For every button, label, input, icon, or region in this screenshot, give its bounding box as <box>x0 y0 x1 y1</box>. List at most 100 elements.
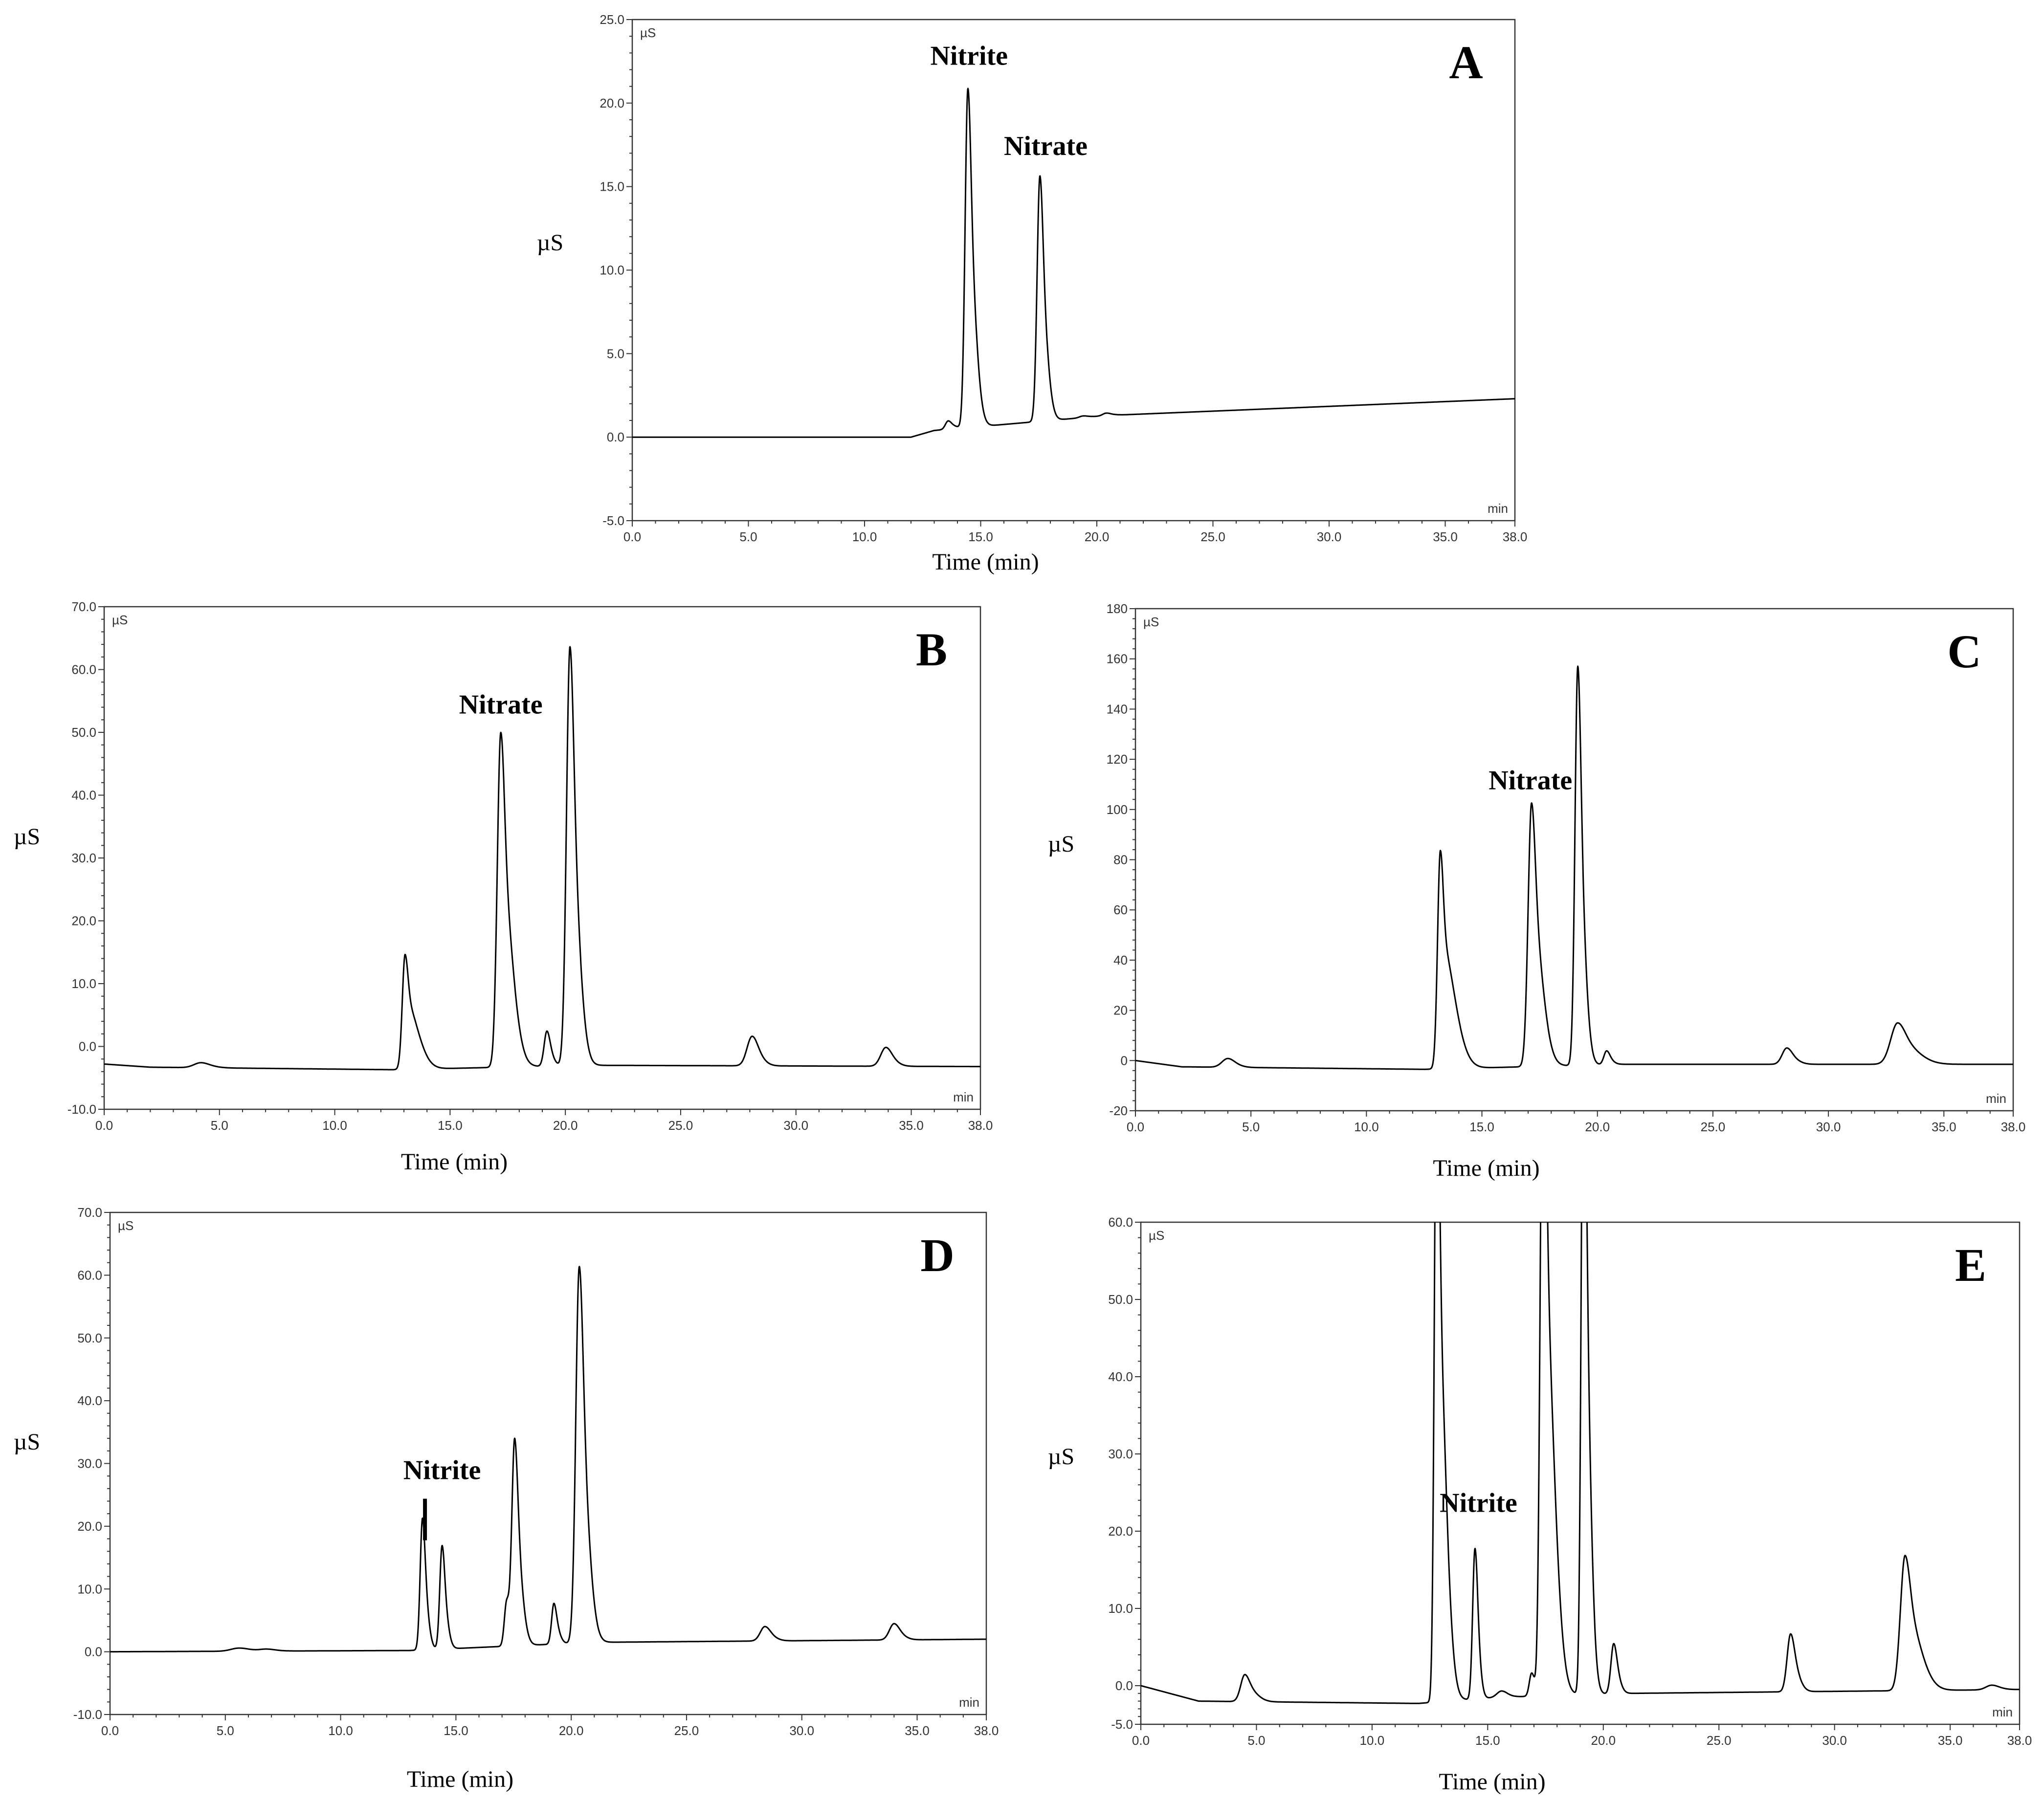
x-axis-label: Time (min) <box>401 1149 508 1175</box>
y-tick-label: 40.0 <box>1108 1369 1133 1384</box>
y-tick-label: 20.0 <box>1108 1524 1133 1539</box>
y-unit-tag: µS <box>640 25 656 40</box>
x-tick-label: 5.0 <box>211 1118 228 1133</box>
y-tick-label: 100 <box>1107 802 1128 817</box>
x-tick-label: 5.0 <box>1242 1120 1260 1134</box>
y-axis-label: µS <box>1048 1444 1074 1470</box>
y-tick-label: 10.0 <box>77 1582 102 1596</box>
x-tick-label: 15.0 <box>1475 1733 1500 1748</box>
y-tick-label: 20.0 <box>71 914 96 928</box>
panel-letter: B <box>916 623 947 676</box>
x-tick-label: 25.0 <box>1200 529 1225 544</box>
y-tick-label: 60 <box>1113 902 1128 917</box>
y-axis-label: µS <box>537 230 563 256</box>
x-axis-label: Time (min) <box>932 549 1039 575</box>
x-tick-label: 15.0 <box>438 1118 463 1133</box>
y-unit-tag: µS <box>112 613 128 627</box>
chromatogram-trace <box>110 1266 986 1653</box>
peak-label-nitrate: Nitrate <box>459 689 543 720</box>
x-tick-label: 0.0 <box>1132 1733 1150 1748</box>
y-tick-label: 50.0 <box>77 1331 102 1345</box>
x-tick-label: 5.0 <box>1247 1733 1265 1748</box>
x-tick-label: 38.0 <box>968 1118 993 1133</box>
chromatogram-trace <box>1135 665 2013 1070</box>
x-tick-label: 25.0 <box>1707 1733 1732 1748</box>
y-tick-label: 60.0 <box>77 1268 102 1282</box>
x-tick-label: 0.0 <box>1127 1120 1144 1134</box>
x-unit-tag: min <box>1986 1091 2006 1106</box>
x-tick-label: 20.0 <box>553 1118 578 1133</box>
panel-letter: E <box>1955 1239 1986 1291</box>
y-tick-label: 15.0 <box>600 179 624 194</box>
y-tick-label: -5.0 <box>1111 1717 1133 1732</box>
y-tick-label: 0.0 <box>607 430 624 444</box>
x-tick-label: 38.0 <box>1503 529 1528 544</box>
x-axis-label: Time (min) <box>407 1766 513 1792</box>
x-tick-label: 30.0 <box>783 1118 808 1133</box>
x-tick-label: 10.0 <box>322 1118 347 1133</box>
y-unit-tag: µS <box>1143 615 1159 629</box>
y-tick-label: 60.0 <box>71 662 96 677</box>
x-tick-label: 10.0 <box>1360 1733 1385 1748</box>
x-tick-label: 30.0 <box>1822 1733 1847 1748</box>
y-tick-label: 70.0 <box>77 1205 102 1220</box>
peak-label-nitrite: Nitrite <box>930 41 1008 71</box>
x-tick-label: 10.0 <box>852 529 877 544</box>
x-tick-label: 15.0 <box>444 1723 468 1738</box>
peak-label-nitrite: Nitrite <box>403 1455 481 1486</box>
x-tick-label: 20.0 <box>1585 1120 1610 1134</box>
y-tick-label: 0 <box>1121 1053 1128 1068</box>
x-unit-tag: min <box>1488 501 1508 516</box>
x-tick-label: 35.0 <box>1433 529 1458 544</box>
y-tick-label: 0.0 <box>1115 1678 1133 1693</box>
y-tick-label: 30.0 <box>1108 1447 1133 1461</box>
y-axis-label: µS <box>14 824 40 850</box>
x-tick-label: 35.0 <box>1932 1120 1956 1134</box>
y-unit-tag: µS <box>118 1218 133 1233</box>
x-tick-label: 5.0 <box>739 529 757 544</box>
x-tick-label: 35.0 <box>899 1118 924 1133</box>
y-tick-label: 10.0 <box>71 976 96 991</box>
x-tick-label: 25.0 <box>668 1118 693 1133</box>
y-tick-label: 50.0 <box>71 725 96 740</box>
y-tick-label: 0.0 <box>79 1039 96 1054</box>
x-tick-label: 30.0 <box>789 1723 814 1738</box>
y-tick-label: 25.0 <box>600 12 624 27</box>
y-tick-label: 60.0 <box>1108 1215 1133 1230</box>
y-tick-label: -20 <box>1109 1103 1128 1118</box>
y-tick-label: 80 <box>1113 853 1128 867</box>
y-tick-label: 20.0 <box>77 1519 102 1534</box>
y-tick-label: 30.0 <box>77 1456 102 1471</box>
peak-label-nitrite: Nitrite <box>1440 1488 1517 1518</box>
y-tick-label: 10.0 <box>600 263 624 278</box>
x-tick-label: 5.0 <box>217 1723 234 1738</box>
panel-letter: C <box>1947 625 1981 678</box>
x-tick-label: 0.0 <box>623 529 641 544</box>
x-tick-label: 38.0 <box>2007 1733 2032 1748</box>
chromatogram-trace <box>632 88 1515 438</box>
x-tick-label: 10.0 <box>328 1723 353 1738</box>
y-tick-label: 140 <box>1107 702 1128 716</box>
x-tick-label: 20.0 <box>559 1723 584 1738</box>
y-tick-label: 40 <box>1113 953 1128 967</box>
x-axis-label: Time (min) <box>1439 1769 1545 1795</box>
x-tick-label: 35.0 <box>905 1723 930 1738</box>
x-tick-label: 15.0 <box>968 529 993 544</box>
x-tick-label: 30.0 <box>1816 1120 1841 1134</box>
x-tick-label: 38.0 <box>974 1723 999 1738</box>
y-unit-tag: µS <box>1149 1228 1164 1243</box>
x-tick-label: 15.0 <box>1469 1120 1494 1134</box>
x-unit-tag: min <box>1992 1705 2013 1719</box>
panel-letter: D <box>920 1229 954 1281</box>
y-tick-label: 0.0 <box>85 1645 102 1659</box>
y-tick-label: 160 <box>1107 652 1128 666</box>
chromatogram-trace <box>104 646 980 1071</box>
y-tick-label: 30.0 <box>71 851 96 865</box>
y-tick-label: 5.0 <box>607 346 624 361</box>
y-tick-label: 50.0 <box>1108 1292 1133 1307</box>
y-tick-label: 20 <box>1113 1003 1128 1018</box>
x-tick-label: 25.0 <box>674 1723 699 1738</box>
peak-label-nitrate: Nitrate <box>1004 131 1088 161</box>
